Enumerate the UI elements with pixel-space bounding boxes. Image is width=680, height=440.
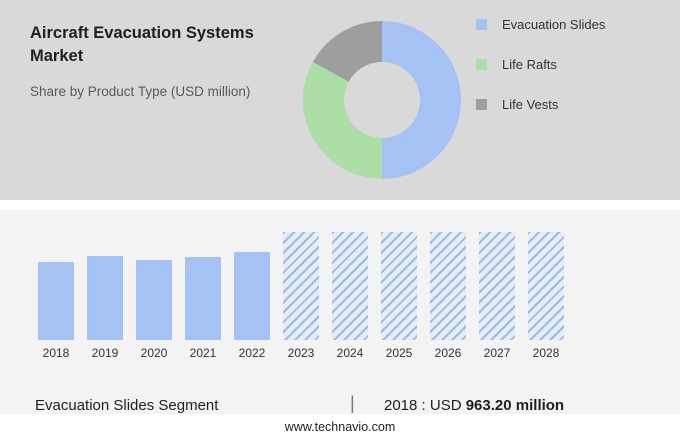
bar-column-2018: 2018 bbox=[38, 232, 74, 360]
forecast-bar bbox=[283, 232, 319, 340]
x-axis-label: 2022 bbox=[238, 346, 266, 360]
forecast-bar bbox=[528, 232, 564, 340]
history-bar bbox=[185, 257, 221, 340]
legend-item-evacuation-slides: Evacuation Slides bbox=[476, 16, 605, 32]
footer-separator: | bbox=[350, 393, 355, 413]
history-bar bbox=[87, 256, 123, 340]
bar-chart-panel: 2018 2019 2020 2021 2022 2023 2024 2025 2026 2027… bbox=[0, 210, 680, 414]
legend-item-life-rafts: Life Rafts bbox=[476, 56, 605, 72]
legend-label: Evacuation Slides bbox=[502, 16, 606, 32]
history-bar bbox=[38, 262, 74, 340]
bar-column-2022: 2022 bbox=[234, 232, 270, 360]
bar-column-2026: 2026 bbox=[430, 232, 466, 360]
bar-column-2019: 2019 bbox=[87, 232, 123, 360]
footer-value: 2018 : USD 963.20 million bbox=[384, 397, 564, 414]
bar-column-2021: 2021 bbox=[185, 232, 221, 360]
legend-item-life-vests: Life Vests bbox=[476, 96, 605, 112]
x-axis-label: 2026 bbox=[434, 346, 462, 360]
footer-segment-label: Evacuation Slides Segment bbox=[35, 397, 219, 414]
header-panel: Aircraft Evacuation Systems Market Share… bbox=[0, 0, 680, 200]
forecast-bar bbox=[381, 232, 417, 340]
x-axis-label: 2023 bbox=[287, 346, 315, 360]
x-axis-label: 2018 bbox=[42, 346, 70, 360]
forecast-bar bbox=[430, 232, 466, 340]
forecast-bar bbox=[479, 232, 515, 340]
legend: Evacuation Slides Life Rafts Life Vests bbox=[476, 16, 605, 136]
bar-column-2025: 2025 bbox=[381, 232, 417, 360]
x-axis-label: 2019 bbox=[91, 346, 119, 360]
footer-value-bold: 963.20 million bbox=[465, 397, 565, 414]
bar-column-2024: 2024 bbox=[332, 232, 368, 360]
x-axis-label: 2021 bbox=[189, 346, 217, 360]
x-axis-label: 2024 bbox=[336, 346, 364, 360]
page-title: Aircraft Evacuation Systems Market bbox=[30, 24, 254, 66]
bar-column-2028: 2028 bbox=[528, 232, 564, 360]
legend-swatch-icon bbox=[476, 58, 487, 70]
legend-swatch-icon bbox=[476, 18, 487, 30]
bar-column-2027: 2027 bbox=[479, 232, 515, 360]
bar-column-2023: 2023 bbox=[283, 232, 319, 360]
history-bar bbox=[136, 260, 172, 340]
legend-label: Life Vests bbox=[502, 96, 559, 112]
x-axis-label: 2028 bbox=[532, 346, 560, 360]
footer-value-prefix: 2018 : USD bbox=[384, 397, 462, 414]
website-url: www.technavio.com bbox=[0, 414, 680, 440]
legend-label: Life Rafts bbox=[502, 56, 557, 72]
legend-swatch-icon bbox=[476, 98, 487, 110]
forecast-bar bbox=[332, 232, 368, 340]
bar-chart: 2018 2019 2020 2021 2022 2023 2024 2025 2026 2027… bbox=[38, 232, 564, 360]
x-axis-label: 2025 bbox=[385, 346, 413, 360]
history-bar bbox=[234, 252, 270, 340]
bar-column-2020: 2020 bbox=[136, 232, 172, 360]
x-axis-label: 2020 bbox=[140, 346, 168, 360]
page-subtitle: Share by Product Type (USD million) bbox=[30, 84, 251, 99]
donut-hole bbox=[344, 62, 420, 138]
x-axis-label: 2027 bbox=[483, 346, 511, 360]
